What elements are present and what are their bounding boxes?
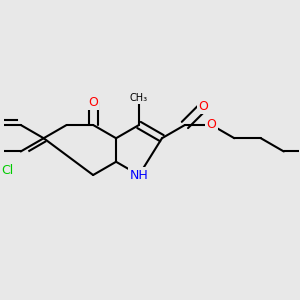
Text: O: O [88,96,98,109]
Text: CH₃: CH₃ [130,94,148,103]
Text: O: O [199,100,208,113]
Text: NH: NH [130,169,148,182]
Text: Cl: Cl [1,164,13,176]
Text: O: O [206,118,216,131]
